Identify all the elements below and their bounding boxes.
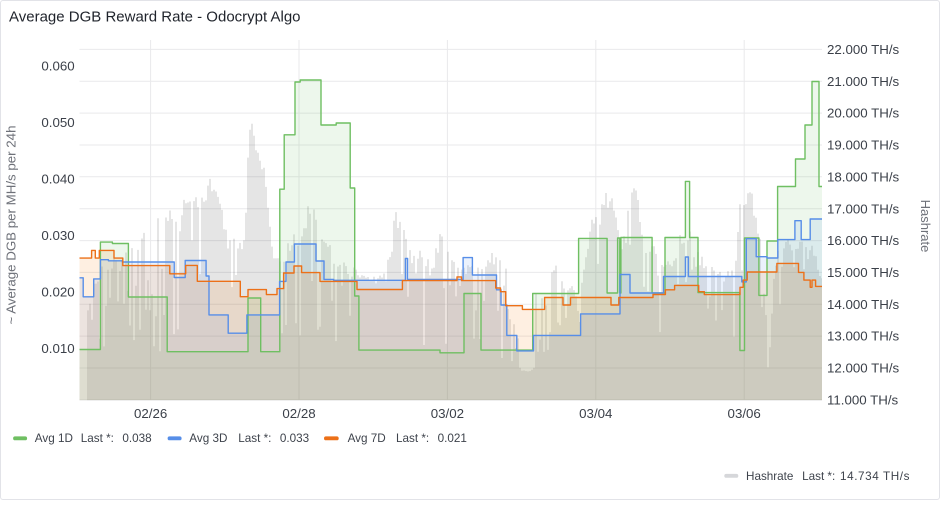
svg-text:Avg 7D: Avg 7D — [348, 432, 386, 445]
svg-text:12.000 TH/s: 12.000 TH/s — [827, 361, 900, 376]
svg-text:Average DGB Reward Rate - Odoc: Average DGB Reward Rate - Odocrypt Algo — [9, 9, 301, 26]
svg-text:Last *:: Last *: — [802, 470, 835, 483]
svg-text:0.030: 0.030 — [41, 228, 74, 243]
svg-text:Avg 1D: Avg 1D — [35, 432, 73, 445]
svg-text:14.734 TH/s: 14.734 TH/s — [840, 470, 910, 483]
svg-text:0.033: 0.033 — [280, 432, 309, 445]
svg-text:15.000 TH/s: 15.000 TH/s — [827, 265, 900, 280]
svg-text:22.000 TH/s: 22.000 TH/s — [827, 42, 900, 57]
svg-text:03/06: 03/06 — [728, 406, 761, 421]
svg-text:03/02: 03/02 — [431, 406, 464, 421]
svg-text:0.040: 0.040 — [41, 172, 74, 187]
svg-text:0.010: 0.010 — [41, 341, 74, 356]
svg-text:13.000 TH/s: 13.000 TH/s — [827, 329, 900, 344]
svg-text:0.021: 0.021 — [438, 432, 467, 445]
svg-text:Last *:: Last *: — [396, 432, 429, 445]
svg-text:Last *:: Last *: — [81, 432, 114, 445]
svg-text:21.000 TH/s: 21.000 TH/s — [827, 74, 900, 89]
svg-text:17.000 TH/s: 17.000 TH/s — [827, 201, 900, 216]
svg-text:0.038: 0.038 — [122, 432, 151, 445]
svg-text:~ Average DGB per MH/s per 24h: ~ Average DGB per MH/s per 24h — [4, 126, 19, 325]
svg-text:11.000 TH/s: 11.000 TH/s — [827, 393, 899, 408]
svg-text:0.060: 0.060 — [41, 59, 74, 74]
svg-text:02/28: 02/28 — [282, 406, 315, 421]
svg-text:Last *:: Last *: — [238, 432, 271, 445]
svg-text:Hashrate: Hashrate — [746, 470, 793, 483]
svg-text:0.050: 0.050 — [41, 115, 74, 130]
svg-text:18.000 TH/s: 18.000 TH/s — [827, 169, 900, 184]
svg-text:16.000 TH/s: 16.000 TH/s — [827, 233, 900, 248]
svg-text:02/26: 02/26 — [134, 406, 167, 421]
svg-text:20.000 TH/s: 20.000 TH/s — [827, 106, 900, 121]
svg-text:0.020: 0.020 — [41, 285, 74, 300]
svg-text:14.000 TH/s: 14.000 TH/s — [827, 297, 900, 312]
svg-text:03/04: 03/04 — [579, 406, 612, 421]
svg-text:19.000 TH/s: 19.000 TH/s — [827, 138, 900, 153]
svg-text:Hashrate: Hashrate — [918, 200, 933, 253]
svg-text:Avg 3D: Avg 3D — [189, 432, 227, 445]
